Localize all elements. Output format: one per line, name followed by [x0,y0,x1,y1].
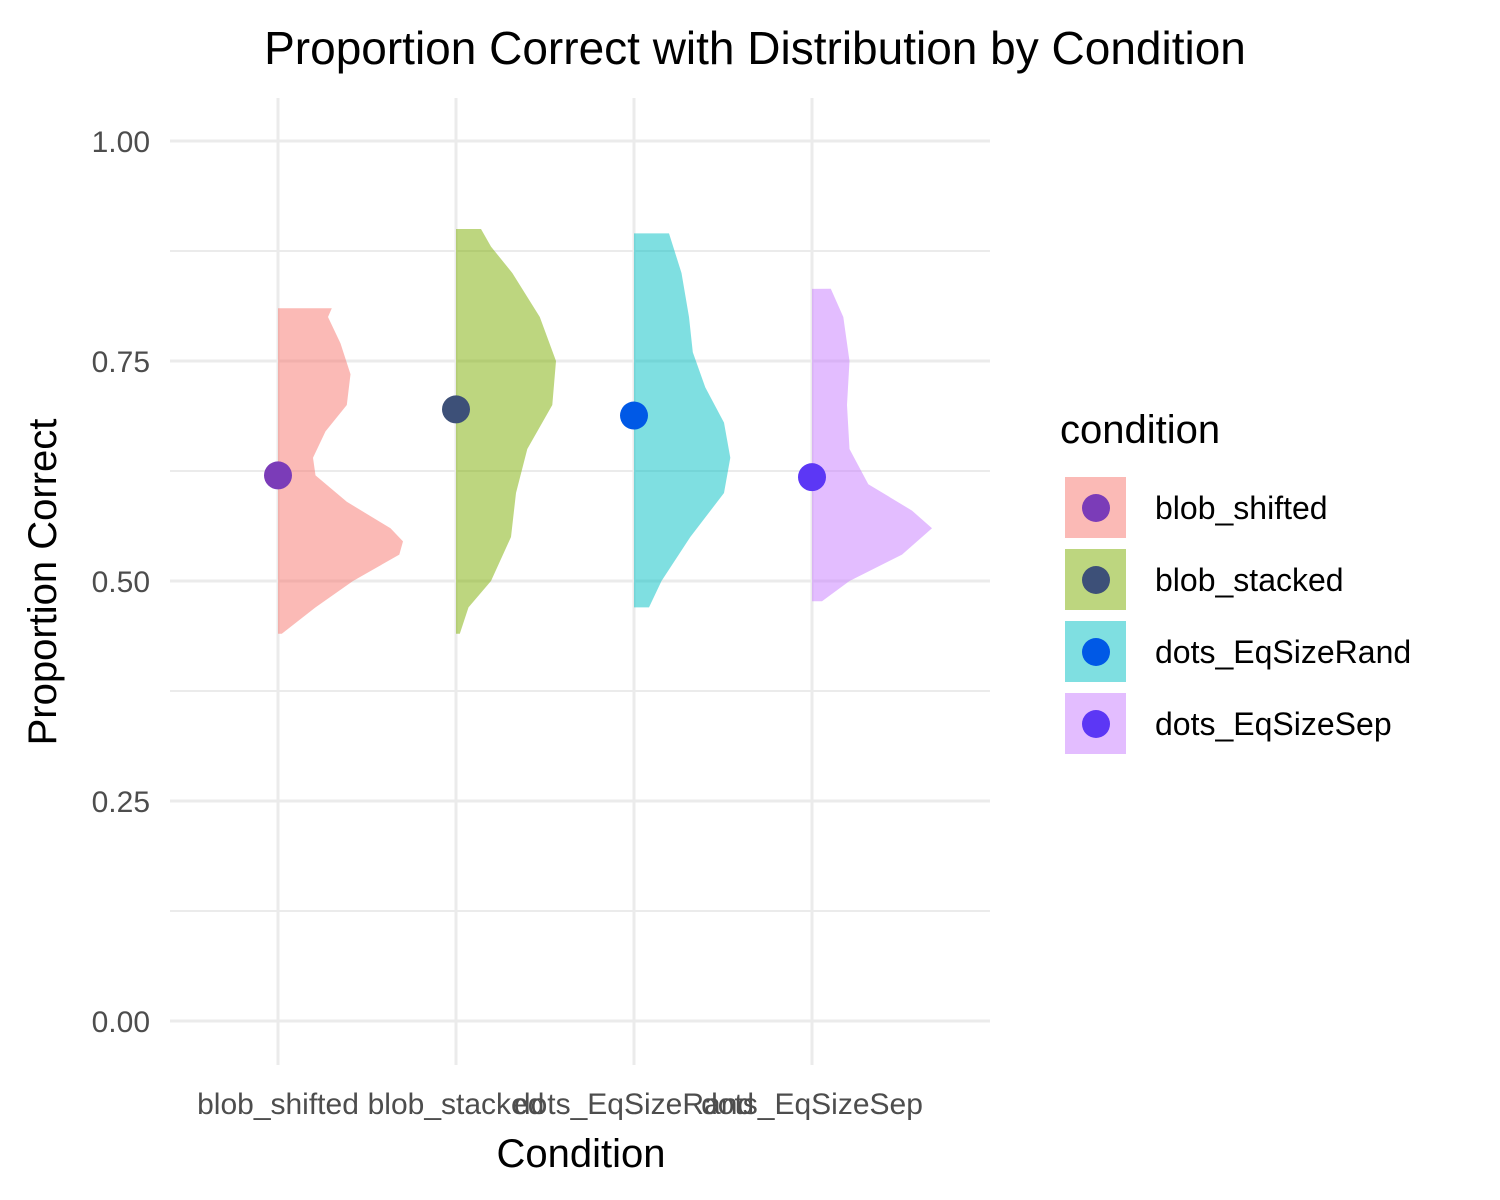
violins [278,229,932,634]
x-tick-labels: blob_shifted blob_stackeddots_EqSizeRandd… [197,1088,923,1121]
mean-point-dots_EqSizeSep [798,463,826,492]
y-tick-label: 0.25 [92,786,150,819]
legend-point-blob_stacked [1082,566,1110,594]
violin-blob_stacked [456,229,556,634]
legend-point-dots_EqSizeRand [1082,638,1110,666]
y-tick-labels: 0.00 0.25 0.50 0.75 1.00 [92,126,150,1039]
violin-blob_shifted [278,308,403,634]
violin-dots_EqSizeSep [812,288,932,602]
legend-label: blob_stacked [1155,562,1344,598]
mean-points [264,395,826,492]
y-tick-label: 0.00 [92,1006,150,1039]
y-tick-label: 0.75 [92,346,150,379]
mean-point-blob_stacked [442,395,470,424]
x-tick-label: blob_shifted [197,1088,359,1121]
mean-point-dots_EqSizeRand [620,401,648,430]
x-tick-label: dots_EqSizeSep [701,1088,923,1121]
legend: condition blob_shifted blob_stacked dots_E… [1060,408,1411,754]
chart-title: Proportion Correct with Distribution by … [264,22,1246,74]
legend-point-blob_shifted [1082,494,1110,522]
mean-point-blob_shifted [264,461,292,490]
legend-label: blob_shifted [1155,490,1328,526]
x-axis-title: Condition [496,1132,665,1176]
x-tick-label: dots_EqSizeRand [514,1088,754,1121]
legend-label: dots_EqSizeRand [1155,634,1411,670]
y-tick-label: 0.50 [92,566,150,599]
legend-title: condition [1060,408,1220,452]
y-tick-label: 1.00 [92,126,150,159]
y-axis-title: Proportion Correct [21,419,65,746]
legend-point-dots_EqSizeSep [1082,710,1110,738]
legend-label: dots_EqSizeSep [1155,706,1392,742]
violin-dots_EqSizeRand [634,233,731,608]
x-tick-label: blob_stacked [368,1088,545,1121]
